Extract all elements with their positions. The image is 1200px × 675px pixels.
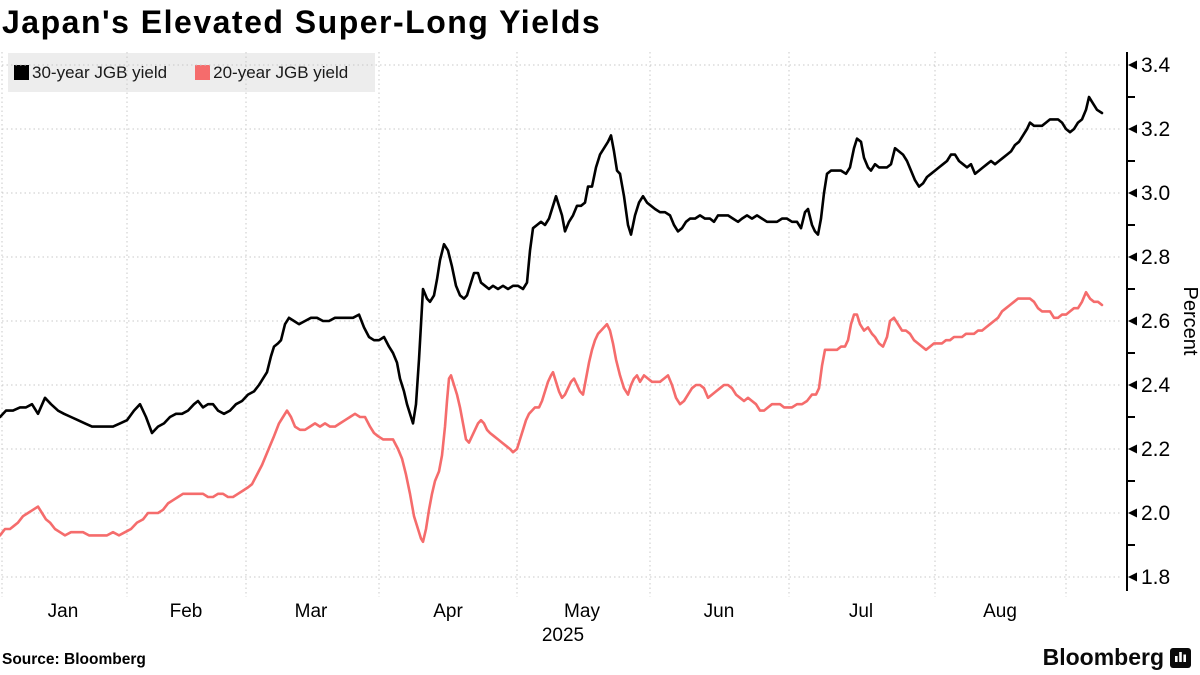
source-attribution: Source: Bloomberg [2, 651, 146, 668]
x-tick-label-jan: Jan [48, 601, 79, 622]
x-tick-label-mar: Mar [295, 601, 328, 622]
y-tick-label: 1.8 [1141, 566, 1170, 589]
x-tick-label-feb: Feb [170, 601, 203, 622]
x-axis-year-label: 2025 [542, 625, 584, 646]
x-tick-label-may: May [564, 601, 600, 622]
y-tick-label: 2.0 [1141, 502, 1170, 525]
bloomberg-wordmark: Bloomberg [1042, 644, 1164, 670]
y-tick-label: 2.8 [1141, 246, 1170, 269]
y-axis-title: Percent [1179, 287, 1200, 356]
series-line-30-year-jgb-yield [0, 95, 1104, 435]
x-tick-label-aug: Aug [983, 601, 1017, 622]
y-tick-label: 3.0 [1141, 182, 1170, 205]
y-tick-label: 2.2 [1141, 438, 1170, 461]
y-axis-major-tick [1128, 444, 1137, 454]
y-tick-label: 3.4 [1141, 54, 1171, 77]
y-tick-label: 3.2 [1141, 118, 1170, 141]
legend-label-30-year: 30-year JGB yield [32, 62, 168, 82]
legend-label-20-year: 20-year JGB yield [213, 62, 349, 82]
y-axis-major-tick [1128, 188, 1137, 198]
legend-item-20-year: 20-year JGB yield [195, 63, 348, 83]
bloomberg-logo: Bloomberg [1043, 644, 1192, 671]
y-tick-label: 2.4 [1141, 374, 1171, 397]
legend: 30-year JGB yield 20-year JGB yield [8, 53, 375, 92]
y-axis-major-tick [1128, 252, 1137, 262]
legend-item-30-year: 30-year JGB yield [14, 63, 167, 83]
legend-swatch-30-year [14, 65, 29, 80]
series-line-20-year-jgb-yield [0, 290, 1104, 544]
y-axis-major-tick [1128, 508, 1137, 518]
bloomberg-bubble-icon [1170, 647, 1191, 668]
y-axis-major-tick [1128, 380, 1137, 390]
x-tick-label-jul: Jul [849, 601, 873, 622]
x-tick-label-jun: Jun [704, 601, 735, 622]
chart-title: Japan's Elevated Super-Long Yields [2, 4, 602, 40]
legend-swatch-20-year [195, 65, 211, 80]
x-tick-label-apr: Apr [433, 601, 463, 622]
y-axis-major-tick [1128, 572, 1137, 582]
y-axis-major-tick [1128, 60, 1137, 70]
y-tick-label: 2.6 [1141, 310, 1170, 333]
y-axis-major-tick [1128, 124, 1137, 134]
y-axis-major-tick [1128, 316, 1137, 326]
